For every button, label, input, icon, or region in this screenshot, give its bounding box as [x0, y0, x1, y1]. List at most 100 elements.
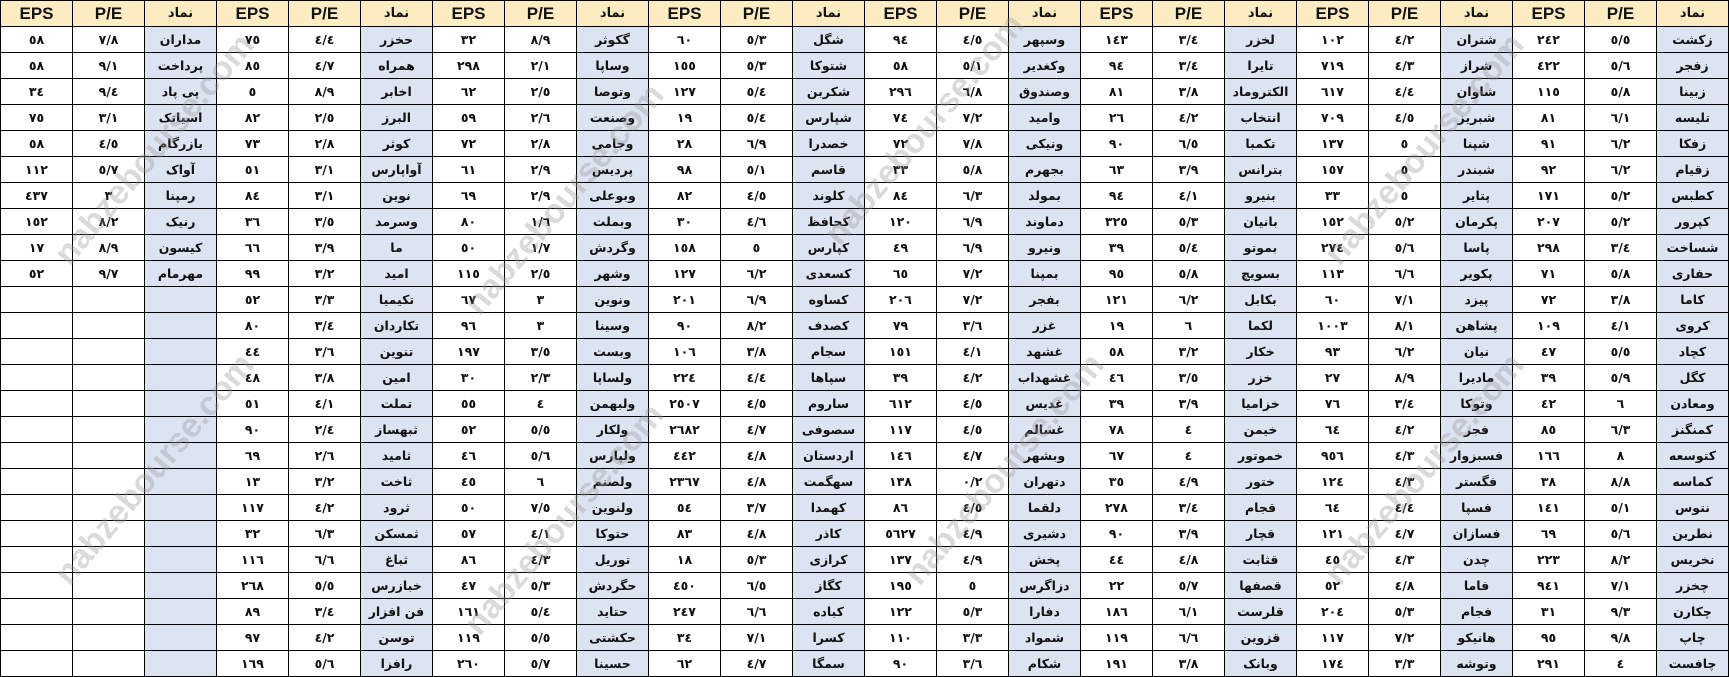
eps-cell: ١٥٢: [1296, 208, 1369, 235]
eps-cell: ١٥١: [864, 338, 937, 365]
eps-cell: ٦٥: [864, 260, 937, 287]
eps-cell: ٥٧: [432, 520, 505, 547]
eps-cell: [0, 364, 73, 391]
symbol-cell: تایرا: [1224, 52, 1297, 79]
pe-cell: ٧/٢: [936, 104, 1009, 131]
symbol-cell: ومعادن: [1656, 390, 1729, 417]
eps-cell: ٦٩: [216, 442, 289, 469]
symbol-cell: دلقما: [1008, 494, 1081, 521]
pe-cell: ١/٧: [504, 234, 577, 261]
symbol-cell: غدیس: [1008, 390, 1081, 417]
symbol-cell: بفجر: [1008, 286, 1081, 313]
symbol-cell: حخزر: [360, 26, 433, 53]
symbol-cell: ثبهساز: [360, 416, 433, 443]
eps-cell: ٢٢: [1080, 572, 1153, 599]
symbol-cell: [144, 312, 217, 339]
eps-cell: ٧٣: [216, 130, 289, 157]
symbol-cell: وساپا: [576, 52, 649, 79]
pe-cell: ٥/٦: [504, 442, 577, 469]
table-row: کگل ٥/٩ ٣٩ مادیرا ٨/٩ ٢٧ خزر ٣/٥ ٤٦ غشهداب ٤/٢ ٣٩ سپ…: [0, 364, 1729, 391]
eps-cell: ٦٠: [1296, 286, 1369, 313]
symbol-cell: مادیرا: [1440, 364, 1513, 391]
symbol-cell: پتایر: [1440, 182, 1513, 209]
table-row: تلیسه ٦/١ ٨١ شبریز ٤/٥ ٧٠٩ انتخاب ٤/٢ ٢٦ وامید ٧/٢…: [0, 104, 1729, 131]
symbol-cell: وبملت: [576, 208, 649, 235]
pe-header: P/E: [1152, 0, 1225, 27]
eps-cell: ١٥٨: [648, 234, 721, 261]
symbol-cell: کپارس: [792, 234, 865, 261]
eps-cell: ٢٠١: [648, 286, 721, 313]
table-row: کچاد ٥/٥ ٤٧ نیان ٦/٢ ٩٣ خکار ٣/٢ ٥٨ غشهد ٤/١ ١٥١ سجا…: [0, 338, 1729, 365]
symbol-cell: الکتروماد: [1224, 78, 1297, 105]
pe-cell: ٣/٢: [1152, 338, 1225, 365]
table-row: کطبس ٥/٢ ١٧١ پتایر ٥ ٣٣ بنیرو ٤/١ ٩٤ بمولد ٦/٣ ٨٤ کل…: [0, 182, 1729, 209]
eps-cell: ٢٢٣: [1512, 546, 1585, 573]
pe-cell: ٥: [1368, 182, 1441, 209]
pe-header: P/E: [720, 0, 793, 27]
eps-cell: ٨٢: [216, 104, 289, 131]
pe-cell: ٥: [936, 572, 1009, 599]
table-row: ومعادن ٦ ٤٢ وتوکا ٣/٤ ٧٦ خزامیا ٣/٩ ٣٩ غدیس ٤/٥ ٦١٢…: [0, 390, 1729, 417]
eps-cell: [0, 468, 73, 495]
symbol-cell: وتوکا: [1440, 390, 1513, 417]
pe-cell: ٤/٧: [720, 650, 793, 677]
pe-cell: ٥/٣: [720, 26, 793, 53]
eps-cell: ٥٨: [0, 26, 73, 53]
eps-cell: ١٣٧: [864, 546, 937, 573]
eps-cell: ٨١: [1512, 104, 1585, 131]
eps-cell: ١٨: [648, 546, 721, 573]
pe-cell: ٣/١: [288, 156, 361, 183]
eps-cell: ١٣٨: [864, 468, 937, 495]
pe-cell: ٥: [1368, 156, 1441, 183]
eps-cell: ١٠٦: [648, 338, 721, 365]
symbol-cell: وتوصا: [576, 78, 649, 105]
eps-cell: ٨٤: [216, 182, 289, 209]
eps-cell: [0, 650, 73, 677]
pe-cell: ٢/٥: [504, 260, 577, 287]
symbol-cell: کیسون: [144, 234, 217, 261]
table-row: کاما ٣/٨ ٧٢ پیزد ٧/١ ٦٠ بکابل ٦/٢ ١٢١ بفجر ٧/٢ ٢٠٦ ک…: [0, 286, 1729, 313]
pe-cell: [72, 468, 145, 495]
symbol-cell: قاسم: [792, 156, 865, 183]
eps-cell: ١٠٠٣: [1296, 312, 1369, 339]
symbol-cell: وتوشه: [1440, 650, 1513, 677]
eps-cell: ٢٩٦: [864, 78, 937, 105]
pe-cell: ٣/٢: [288, 260, 361, 287]
pe-cell: ٣/٥: [1152, 364, 1225, 391]
table-row: حفاری ٥/٨ ٧١ پکویر ٦/٦ ١١٣ بسویچ ٥/٨ ٩٥ بمپنا ٧/٢ ٦…: [0, 260, 1729, 287]
symbol-cell: شپارس: [792, 104, 865, 131]
pe-cell: ٢/٥: [288, 104, 361, 131]
eps-cell: ٢٦: [1080, 104, 1153, 131]
symbol-cell: غزر: [1008, 312, 1081, 339]
pe-cell: ٣/٦: [288, 338, 361, 365]
symbol-cell: توریل: [576, 546, 649, 573]
eps-cell: ٨٣: [648, 520, 721, 547]
symbol-cell: قلرست: [1224, 598, 1297, 625]
pe-cell: ٤/٧: [936, 442, 1009, 469]
symbol-cell: بانیان: [1224, 208, 1297, 235]
symbol-cell: هانیکو: [1440, 624, 1513, 651]
symbol-cell: قثابت: [1224, 546, 1297, 573]
symbol-cell: خبازرس: [360, 572, 433, 599]
eps-cell: ١٩: [1080, 312, 1153, 339]
symbol-cell: [144, 364, 217, 391]
eps-header: EPS: [1080, 0, 1153, 27]
symbol-cell: امید: [360, 260, 433, 287]
pe-cell: ٣/٩: [1152, 156, 1225, 183]
pe-cell: ٤/٢: [1152, 104, 1225, 131]
symbol-cell: [144, 338, 217, 365]
symbol-cell: کصدف: [792, 312, 865, 339]
eps-cell: [0, 416, 73, 443]
pe-cell: ٨: [1584, 442, 1657, 469]
pe-cell: [72, 546, 145, 573]
eps-cell: ٤٢: [1512, 390, 1585, 417]
symbol-cell: لکما: [1224, 312, 1297, 339]
symbol-cell: پکویر: [1440, 260, 1513, 287]
symbol-cell: بمولد: [1008, 182, 1081, 209]
pe-cell: ٥/٨: [1152, 260, 1225, 287]
symbol-cell: سهگمت: [792, 468, 865, 495]
eps-cell: ٣٢: [432, 26, 505, 53]
pe-cell: ٢/٨: [504, 130, 577, 157]
pe-cell: ٤/٥: [1368, 104, 1441, 131]
symbol-cell: وسرمد: [360, 208, 433, 235]
